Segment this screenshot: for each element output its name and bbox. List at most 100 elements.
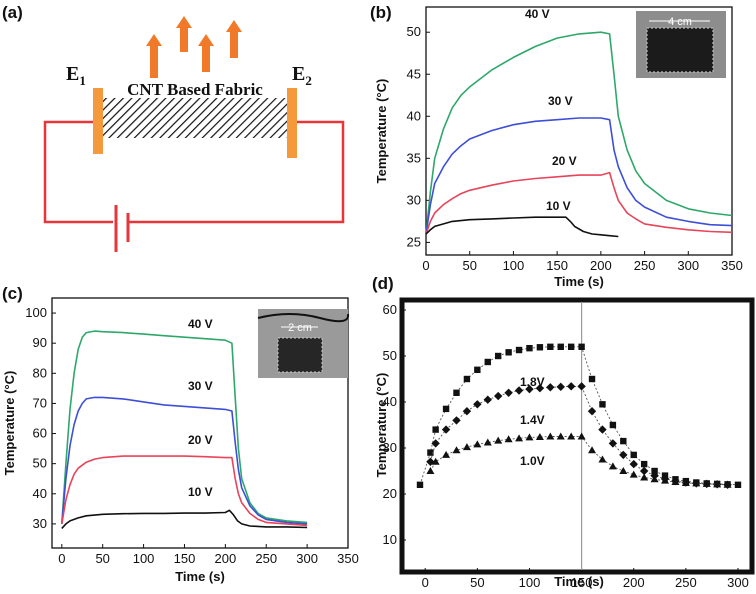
x-tick-label: 0 <box>422 575 429 590</box>
data-point-square <box>651 467 658 475</box>
fabric-label: CNT Based Fabric <box>127 80 263 99</box>
y-tick-label: 70 <box>33 395 47 410</box>
data-point-diamond <box>525 384 534 394</box>
data-point-square <box>505 349 512 356</box>
x-tick-label: 300 <box>296 551 318 566</box>
y-tick-label: 50 <box>407 24 421 39</box>
series-label-1-0v: 1.0V <box>520 454 545 468</box>
data-point-triangle <box>681 478 690 486</box>
panel-a: (a) CNT Based Fabric E1 E2 <box>2 3 345 252</box>
series-line-1-8v <box>419 346 739 486</box>
x-axis-label: Time (s) <box>554 274 604 289</box>
data-point-square <box>526 344 533 352</box>
data-point-triangle <box>452 446 461 454</box>
data-point-square <box>536 344 544 351</box>
y-tick-label: 60 <box>383 302 397 317</box>
data-point-square <box>609 421 617 429</box>
y-tick-label: 90 <box>33 335 47 350</box>
y-tick-label: 60 <box>33 426 47 441</box>
data-point-square <box>620 437 627 445</box>
series-line-40-v <box>425 31 733 235</box>
x-tick-label: 250 <box>675 575 697 590</box>
data-point-triangle <box>702 479 711 487</box>
data-point-square <box>484 358 491 366</box>
data-point-square <box>416 481 424 488</box>
data-point-square <box>599 401 606 408</box>
data-point-triangle <box>515 434 524 442</box>
data-point-square <box>557 343 564 350</box>
x-tick-label: 250 <box>255 551 277 566</box>
data-point-square <box>453 389 460 396</box>
data-point-triangle <box>619 467 628 474</box>
y-tick-label: 30 <box>383 440 397 455</box>
x-tick-label: 100 <box>133 551 155 566</box>
series-label-30-v: 30 V <box>548 94 573 108</box>
x-tick-label: 100 <box>519 575 541 590</box>
panel-a-label: (a) <box>2 3 23 22</box>
data-point-triangle <box>431 457 440 465</box>
data-point-triangle <box>546 432 555 440</box>
data-point-diamond <box>483 395 492 404</box>
data-point-diamond <box>535 384 545 393</box>
data-point-diamond <box>441 425 451 434</box>
data-point-square <box>494 352 502 360</box>
panel-d-label: (d) <box>372 274 394 293</box>
x-tick-label: 200 <box>623 575 645 590</box>
data-point-diamond <box>504 388 513 397</box>
data-point-diamond <box>556 382 565 392</box>
y-tick-label: 10 <box>383 532 397 547</box>
series-label-20-v: 20 V <box>188 433 213 447</box>
data-point-square <box>547 343 554 350</box>
x-tick-label: 150 <box>546 258 568 273</box>
data-point-diamond <box>546 383 555 392</box>
data-point-triangle <box>494 436 503 444</box>
heat-arrows <box>146 16 242 78</box>
data-point-diamond <box>619 450 628 460</box>
series-label-1-4v: 1.4V <box>520 413 545 427</box>
series-line-20-v <box>425 171 733 235</box>
x-tick-label: 250 <box>634 258 656 273</box>
data-point-triangle <box>473 440 482 448</box>
data-point-diamond <box>514 386 524 395</box>
x-axis-label: Time (s) <box>175 569 225 584</box>
data-point-triangle <box>692 479 701 487</box>
x-tick-label: 100 <box>503 258 525 273</box>
electrode-e2 <box>287 88 297 158</box>
series-label-10-v: 10 V <box>546 199 571 213</box>
y-tick-label: 30 <box>407 192 421 207</box>
x-tick-label: 200 <box>214 551 236 566</box>
data-point-square <box>427 449 434 456</box>
data-point-triangle <box>608 462 617 470</box>
series-line-1-4v <box>429 385 728 486</box>
panel-c: (c) 0 50 100 150 200 250 300 350 30 40 50 60 70 80 90 1… <box>2 284 359 584</box>
data-point-diamond <box>639 466 649 476</box>
data-point-triangle <box>640 473 649 481</box>
inset-c-scale-label: 2 cm <box>288 322 312 334</box>
y-tick-label: 40 <box>383 394 397 409</box>
inset-photo-b: 4 cm <box>636 11 726 78</box>
data-point-triangle <box>483 438 492 446</box>
data-point-square <box>588 375 596 383</box>
y-tick-label: 50 <box>33 456 47 471</box>
data-point-triangle <box>598 455 607 463</box>
chart-d: 0 50 100 150 200 250 300 10 20 30 40 50 60 Time (s) Te… <box>374 302 749 590</box>
heat-arrow-icon <box>146 34 162 78</box>
chart-b: 0 50 100 150 200 250 300 350 25 30 35 40 45 50 Time (s… <box>374 7 743 289</box>
x-tick-label: 50 <box>95 551 109 566</box>
battery-icon <box>114 205 130 252</box>
series-line-10-v <box>425 216 619 238</box>
x-tick-label: 300 <box>727 575 749 590</box>
data-point-triangle <box>426 467 435 474</box>
data-point-triangle <box>442 450 451 458</box>
x-tick-label: 50 <box>462 258 476 273</box>
x-tick-label: 150 <box>571 575 593 590</box>
data-point-diamond <box>462 407 472 416</box>
panel-c-label: (c) <box>2 284 23 303</box>
panel-b: (b) 0 50 100 150 200 250 300 350 25 30 35 40 45 50 Tim… <box>370 3 743 289</box>
data-point-triangle <box>462 443 471 451</box>
y-tick-label: 30 <box>33 516 47 531</box>
series-line-1-0v <box>430 436 728 486</box>
series-line-20-v <box>61 455 308 527</box>
x-tick-label: 300 <box>677 258 699 273</box>
